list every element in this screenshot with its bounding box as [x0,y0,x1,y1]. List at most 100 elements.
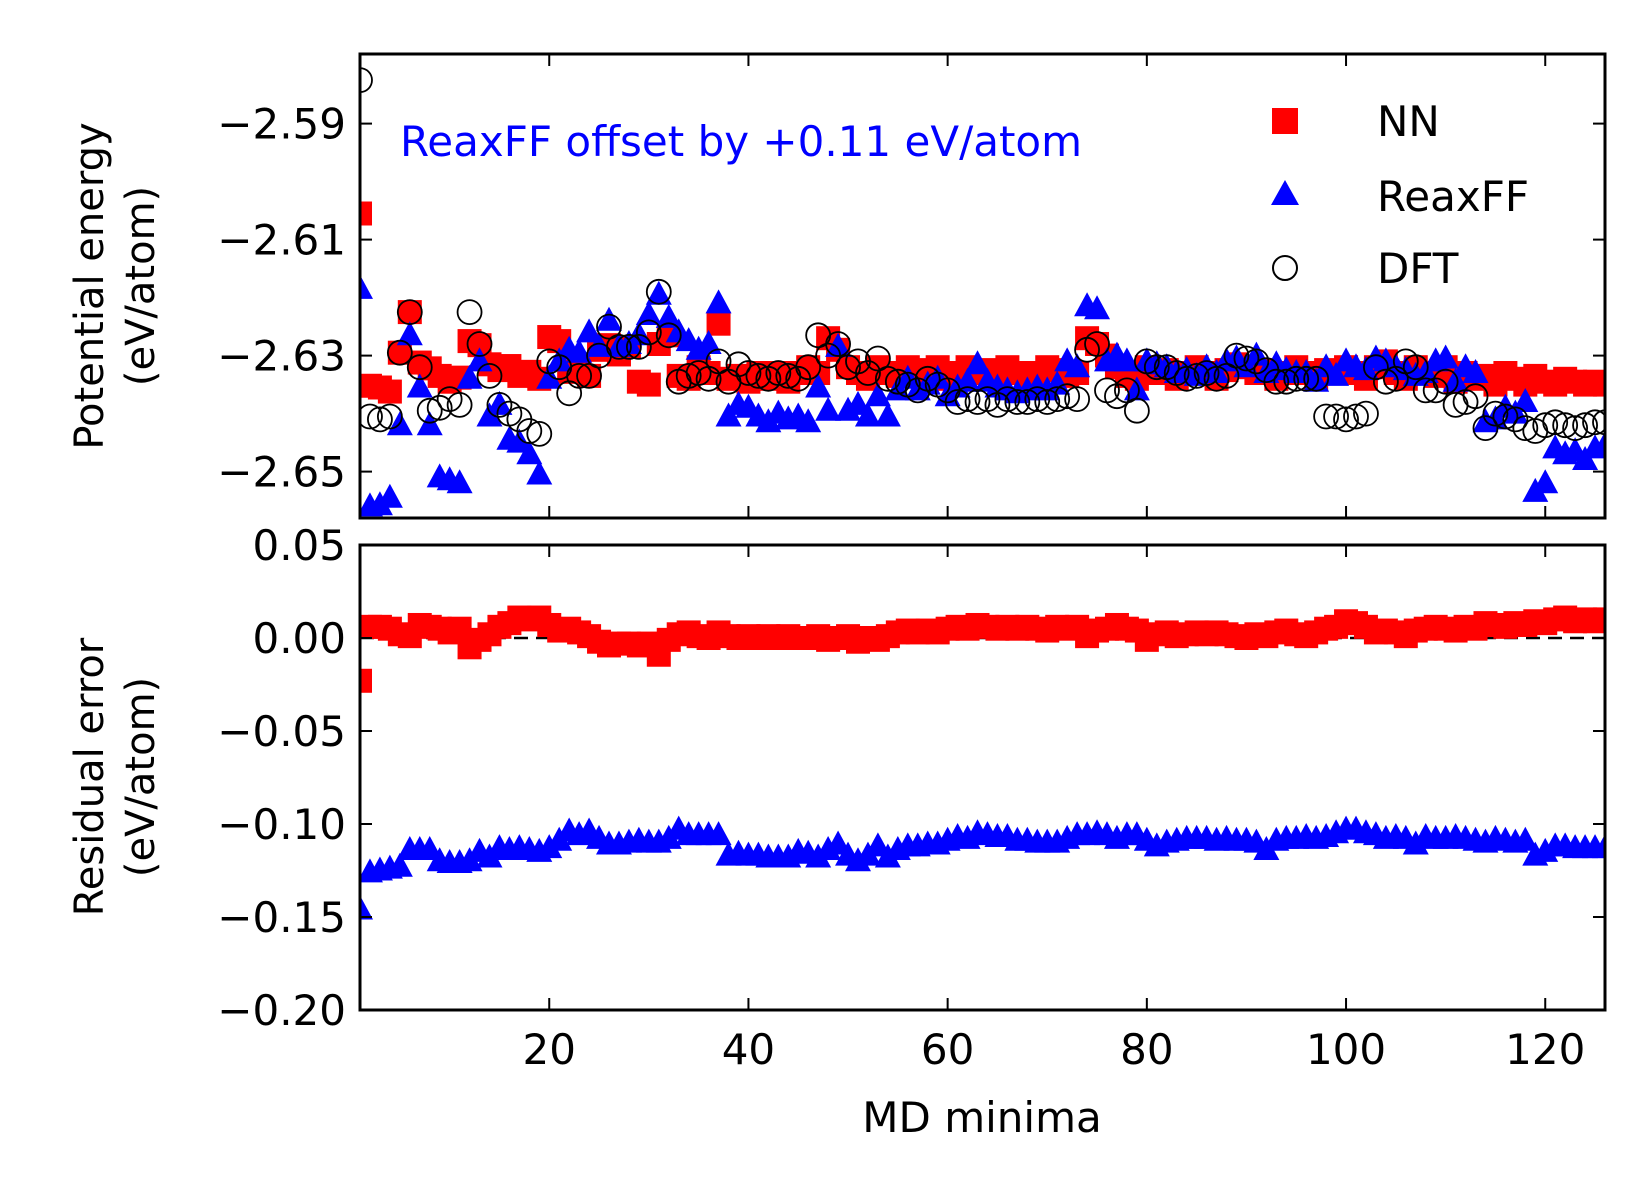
energy-dft-point [1183,362,1210,389]
residual-plot-frame [358,543,1607,1012]
energy-reaxff-point [954,367,981,392]
energy-dft-point [1532,412,1559,439]
residual-panel: 0.05 0.00 −0.05 −0.10 −0.15 −0.20 20 40 60 80 100 1… [67,521,1607,1142]
energy-dft-point [1552,412,1579,439]
energy-dft-point [1542,409,1569,436]
energy-reaxff-point [1442,367,1469,392]
energy-dft-point [1422,377,1449,404]
energy-dft-point [1582,409,1605,436]
energy-dft-point [1143,354,1170,381]
energy-dft-point [446,391,473,418]
energy-reaxff-point [1123,376,1150,401]
residual-nn-point [360,668,372,693]
energy-dft-point [1223,342,1250,369]
energy-dft-point [1054,383,1081,410]
energy-dft-point [576,362,602,389]
energy-dft-point [964,389,991,415]
energy-ytick-label: −2.63 [217,332,346,381]
energy-dft-point [1353,400,1379,427]
energy-dft-point [1492,403,1519,430]
energy-reaxff-point [486,390,513,415]
energy-dft-point [556,380,583,407]
legend-nn-marker [1272,108,1298,134]
energy-dft-point [1363,354,1389,381]
energy-dft-point [1114,377,1140,404]
energy-ylabel-line1: Potential energy [67,122,113,449]
energy-reaxff-point [645,280,672,305]
energy-reaxff-point [360,274,373,299]
energy-dft-point [1064,386,1091,413]
energy-ylabel-line2: (eV/atom) [118,186,164,386]
energy-reaxff-point [655,303,682,328]
energy-markers [360,67,1605,517]
xtick-label: 80 [1120,1025,1173,1074]
energy-dft-point [1343,403,1369,430]
energy-dft-point [1323,403,1349,430]
energy-dft-point [1512,415,1539,442]
energy-reaxff-point [466,347,493,372]
energy-dft-point [1562,415,1589,442]
energy-dft-point [1572,412,1598,439]
legend: NN ReaxFF DFT [1271,97,1529,293]
energy-dft-point [1313,403,1340,430]
energy-dft-point [1462,383,1489,410]
energy-reaxff-point [1462,359,1489,383]
residual-ytick-label: 0.05 [252,521,346,570]
energy-reaxff-point [874,402,901,427]
energy-dft-point [1402,354,1429,381]
energy-reaxff-point [805,373,832,398]
legend-reaxff-label: ReaxFF [1377,172,1529,221]
energy-reaxff-point [1084,295,1111,320]
energy-dft-point [516,418,543,444]
energy-dft-point [566,362,593,389]
xtick-label: 100 [1306,1025,1386,1074]
energy-dft-point [855,360,881,386]
energy-dft-point [1024,386,1051,413]
energy-reaxff-point [446,469,473,494]
energy-dft-point [1263,368,1290,395]
energy-dft-point [625,333,652,360]
legend-nn-label: NN [1377,97,1440,146]
residual-nn-point [1593,607,1605,632]
energy-dft-point [596,313,622,340]
energy-dft-point [426,394,453,421]
residual-reaxff-point [360,895,373,920]
energy-dft-point [1283,365,1310,392]
energy-reaxff-point [1532,469,1559,494]
energy-dft-point [954,386,981,413]
residual-ticks: 0.05 0.00 −0.05 −0.10 −0.15 −0.20 20 40 60 80 100 1… [217,521,1605,1074]
energy-dft-point [994,386,1021,413]
energy-dft-point [456,299,483,326]
energy-reaxff-point [1113,347,1140,372]
residual-ytick-label: −0.15 [217,893,346,942]
energy-dft-point [360,403,383,430]
energy-reaxff-point [625,321,652,346]
residual-reaxff-point [386,852,413,877]
energy-dft-point [1273,368,1300,395]
energy-dft-point [486,391,513,418]
energy-dft-point [386,339,413,366]
xtick-label: 20 [523,1025,576,1074]
energy-reaxff-point [576,318,603,343]
energy-dft-point [1432,368,1459,395]
energy-reaxff-point [566,338,593,363]
energy-reaxff-point [586,332,613,357]
energy-dft-point [1482,400,1509,427]
energy-dft-point [1173,365,1200,392]
energy-dft-point [1293,365,1320,392]
energy-reaxff-point [536,364,563,389]
residual-y-axis-label: Residual error (eV/atom) [67,637,164,916]
residual-ytick-label: −0.05 [217,707,346,756]
energy-dft-point [795,354,822,381]
energy-reaxff-point [864,382,891,407]
energy-dft-point [1372,368,1399,395]
energy-dft-point [396,299,423,326]
energy-ytick-label: −2.59 [217,100,346,149]
energy-dft-point [1084,331,1110,357]
xtick-label: 40 [722,1025,775,1074]
energy-ytick-label: −2.61 [217,216,346,265]
energy-nn-point [706,311,731,336]
energy-reaxff-point [406,373,433,398]
energy-dft-point [1303,365,1330,392]
energy-dft-point [476,362,503,389]
